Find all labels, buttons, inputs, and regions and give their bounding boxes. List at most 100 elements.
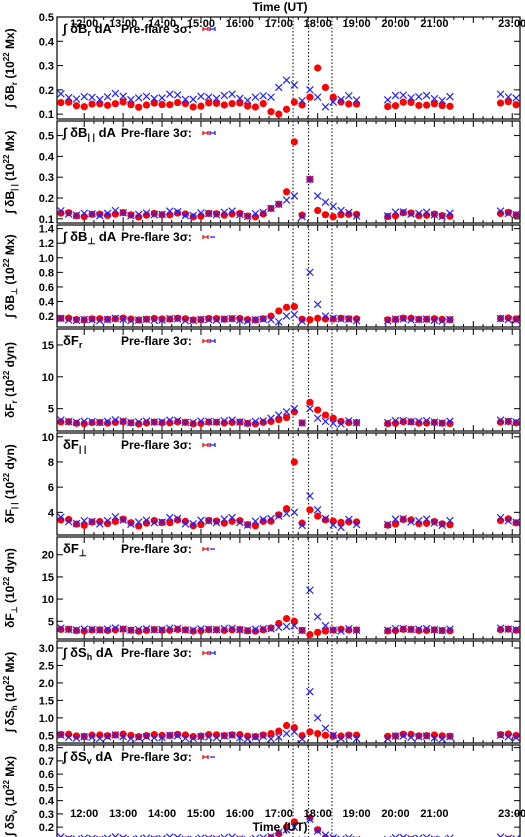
data-point-red-circle: [306, 316, 314, 324]
data-point-red-circle: [314, 206, 322, 215]
data-point-red-circle: [282, 414, 291, 422]
data-point-red-circle: [314, 406, 322, 414]
data-point-red-circle: [236, 99, 244, 107]
data-point-red-circle: [158, 419, 166, 427]
data-point-blue-x: [337, 627, 345, 635]
data-point-blue-x: [422, 833, 431, 837]
ytick-label: 0.2: [39, 85, 54, 97]
data-point-blue-x: [282, 76, 291, 84]
data-point-blue-x: [236, 94, 244, 103]
data-point-red-circle: [391, 627, 400, 635]
data-point-blue-x: [103, 417, 112, 426]
data-point-red-circle: [197, 627, 205, 635]
data-point-red-circle: [158, 100, 166, 109]
data-point-blue-x: [446, 209, 454, 218]
data-point-blue-x: [407, 210, 415, 218]
data-point-blue-x: [88, 315, 96, 324]
data-point-red-circle: [512, 315, 520, 323]
data-point-red-circle: [142, 419, 151, 427]
data-point-blue-x: [220, 416, 229, 425]
data-point-red-circle: [150, 209, 158, 218]
bottom-xtick-label: 17:00: [265, 808, 293, 820]
data-point-red-circle: [96, 210, 104, 218]
data-point-blue-x: [150, 518, 159, 527]
data-point-red-circle: [228, 517, 236, 525]
data-point-blue-x: [290, 404, 299, 413]
data-point-blue-x: [267, 624, 275, 633]
data-point-blue-x: [88, 209, 96, 218]
data-point-blue-x: [306, 175, 314, 184]
data-point-red-circle: [352, 731, 361, 739]
data-point-blue-x: [204, 417, 213, 426]
data-point-blue-x: [88, 517, 96, 526]
panel-1: 0.1 0.2 0.3 0.4 0.5 ∫ δBr (1022 Mx) ∫ δBr dA Pr…: [2, 12, 521, 121]
data-point-blue-x: [197, 625, 205, 633]
data-point-blue-x: [228, 833, 236, 837]
data-point-red-circle: [220, 626, 228, 634]
data-point-red-circle: [142, 626, 151, 634]
data-point-red-circle: [212, 517, 221, 525]
data-point-blue-x: [64, 517, 73, 526]
data-point-blue-x: [344, 208, 353, 217]
data-point-blue-x: [127, 626, 135, 634]
data-point-red-circle: [103, 211, 112, 220]
ytick-label: 1.5: [39, 695, 54, 707]
data-point-red-circle: [446, 102, 454, 110]
data-point-blue-x: [212, 625, 221, 634]
ytick-label: 0.2: [39, 822, 54, 834]
data-point-red-circle: [111, 626, 119, 634]
data-point-blue-x: [228, 731, 236, 740]
data-point-red-circle: [423, 419, 431, 427]
data-point-blue-x: [181, 95, 190, 104]
data-point-blue-x: [251, 315, 260, 324]
data-point-blue-x: [290, 310, 299, 319]
data-point-blue-x: [504, 209, 513, 218]
data-point-blue-x: [267, 514, 275, 523]
data-point-blue-x: [383, 316, 392, 325]
data-point-red-circle: [407, 314, 415, 322]
data-point-blue-x: [329, 314, 338, 323]
data-point-red-circle: [423, 101, 431, 109]
data-point-red-circle: [430, 100, 439, 108]
data-point-blue-x: [111, 416, 120, 424]
data-point-red-circle: [174, 98, 182, 107]
data-point-blue-x: [197, 209, 205, 217]
data-point-blue-x: [391, 833, 400, 837]
data-point-red-circle: [504, 314, 512, 322]
data-point-red-circle: [314, 826, 322, 834]
data-point-blue-x: [142, 417, 151, 425]
data-point-blue-x: [189, 211, 198, 220]
data-point-red-circle: [142, 101, 151, 109]
data-point-red-circle: [352, 100, 361, 108]
data-point-red-circle: [57, 418, 65, 426]
data-point-red-circle: [290, 458, 298, 466]
data-point-blue-x: [504, 417, 513, 426]
data-point-blue-x: [220, 732, 229, 740]
data-point-blue-x: [150, 418, 159, 426]
ytick-label: 0.6: [39, 769, 54, 781]
data-point-blue-x: [166, 314, 174, 323]
data-point-blue-x: [204, 625, 213, 634]
data-point-blue-x: [119, 417, 127, 425]
data-point-blue-x: [496, 513, 505, 522]
panel-title: δFr: [63, 333, 83, 350]
ytick-label: 15: [42, 572, 54, 584]
data-point-red-circle: [88, 731, 96, 739]
data-point-blue-x: [236, 625, 244, 634]
data-point-red-circle: [391, 212, 400, 220]
data-point-blue-x: [72, 734, 81, 742]
bottom-xtick-label: 14:00: [148, 808, 176, 820]
data-point-red-circle: [119, 314, 127, 322]
panel-title: δF⊥: [63, 541, 87, 558]
data-point-blue-x: [111, 512, 120, 521]
data-point-blue-x: [134, 625, 143, 634]
data-point-blue-x: [290, 727, 299, 736]
data-point-blue-x: [430, 316, 439, 325]
data-point-blue-x: [158, 518, 166, 526]
data-point-blue-x: [142, 516, 151, 525]
data-point-red-circle: [282, 504, 291, 513]
data-point-blue-x: [212, 418, 221, 426]
data-point-red-circle: [438, 212, 446, 220]
data-point-blue-x: [251, 93, 260, 101]
data-point-blue-x: [243, 317, 252, 325]
